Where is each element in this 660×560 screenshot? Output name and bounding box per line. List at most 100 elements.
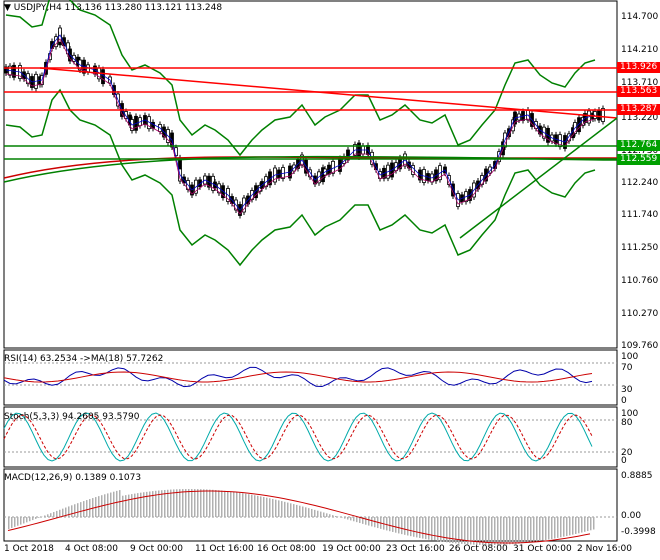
macd-histogram-bar [539,517,541,542]
rsi-tick: 100 [621,352,639,362]
candle-body [577,117,581,133]
macd-histogram-bar [368,517,370,526]
macd-histogram-bar [359,517,361,524]
macd-histogram-bar [449,517,451,543]
macd-histogram-bar [497,517,499,545]
macd-histogram-bar [404,517,406,535]
macd-histogram-bar [263,497,265,517]
macd-histogram-bar [509,517,511,545]
macd-histogram-bar [482,517,484,545]
macd-histogram-bar [485,517,487,545]
macd-histogram-bar [287,502,289,517]
macd-histogram-bar [428,517,430,540]
price-tick: 110.270 [621,309,659,319]
macd-histogram-bar [344,517,346,519]
macd-histogram-bar [578,517,580,534]
macd-histogram-bar [236,492,238,517]
macd-pane-frame [3,468,618,542]
macd-histogram-bar [35,517,37,519]
macd-histogram-bar [341,517,343,518]
macd-label: MACD(12,26,9) 0.1389 0.1073 [4,473,142,483]
macd-histogram-bar [314,509,316,517]
macd-histogram-bar [476,517,478,545]
macd-histogram-bar [458,517,460,544]
macd-histogram-bar [356,517,358,523]
macd-histogram-bar [110,492,112,517]
candle-body [62,37,66,47]
moving-average-red [3,156,617,179]
price-tick: 112.240 [621,178,659,188]
macd-histogram-bar [515,517,517,544]
macd-histogram-bar [593,517,595,530]
macd-histogram-bar [140,492,142,517]
candle-body [597,109,601,121]
macd-histogram-bar [518,517,520,544]
macd-histogram-bar [134,493,136,517]
macd-histogram-bar [557,517,559,538]
macd-histogram-bar [191,489,193,517]
macd-histogram-bar [23,517,25,524]
macd-histogram-bar [335,515,337,517]
rsi-tick: 70 [621,363,633,373]
candle-body [268,171,272,186]
rsi-ma-line [3,371,593,383]
macd-histogram-bar [218,490,220,517]
macd-histogram-bar [269,498,271,517]
price-tick: 111.250 [621,243,659,253]
macd-histogram-bar [143,492,145,517]
ascending-trendline [459,117,618,239]
macd-histogram-bar [77,503,79,517]
price-tick: 111.740 [621,210,659,220]
macd-histogram-bar [524,517,526,543]
macd-histogram-bar [44,515,46,517]
price-tick: 113.220 [621,113,659,123]
price-tick: 112.730 [621,146,659,156]
macd-histogram-bar [119,490,121,517]
macd-histogram-bar [329,514,331,517]
macd-histogram-bar [437,517,439,542]
dropdown-triangle-icon[interactable]: ▼ [4,3,11,13]
ohlc-values: 113.136 113.280 113.121 113.248 [64,3,223,13]
macd-histogram-bar [164,489,166,517]
macd-histogram-bar [317,510,319,517]
macd-histogram-bar [362,517,364,524]
macd-histogram-bar [581,517,583,533]
macd-histogram-bar [506,517,508,545]
macd-histogram-bar [146,491,148,517]
macd-histogram-bar [440,517,442,542]
macd-histogram-bar [395,517,397,533]
macd-histogram-bar [455,517,457,544]
macd-histogram-bar [416,517,418,538]
stoch-signal-line [3,414,593,460]
macd-tick: 0.8885 [621,471,653,481]
macd-histogram-bar [587,517,589,532]
macd-histogram-bar [227,491,229,517]
macd-histogram-bar [347,517,349,520]
macd-histogram-bar [80,502,82,517]
macd-histogram-bar [350,517,352,521]
macd-histogram-bar [308,508,310,517]
bollinger-lower [5,88,596,267]
macd-histogram-bar [419,517,421,538]
descending-trendline [39,67,618,119]
candle-body [317,171,321,184]
candle-body [124,111,128,119]
candle-body [198,179,202,188]
macd-histogram-bar [422,517,424,539]
macd-histogram-bar [116,490,118,517]
stoch-tick: 80 [621,418,633,428]
stoch-label: Stoch(5,3,3) 94.2605 93.5790 [4,412,140,422]
macd-histogram-bar [434,517,436,541]
price-tick: 114.700 [621,12,659,22]
macd-histogram-bar [503,517,505,545]
macd-histogram-bar [536,517,538,542]
macd-histogram-bar [401,517,403,535]
candle-body [72,54,76,62]
macd-histogram-bar [89,499,91,517]
macd-histogram-bar [542,517,544,541]
macd-histogram-bar [149,491,151,517]
macd-histogram-bar [443,517,445,542]
macd-histogram-bar [50,513,52,517]
